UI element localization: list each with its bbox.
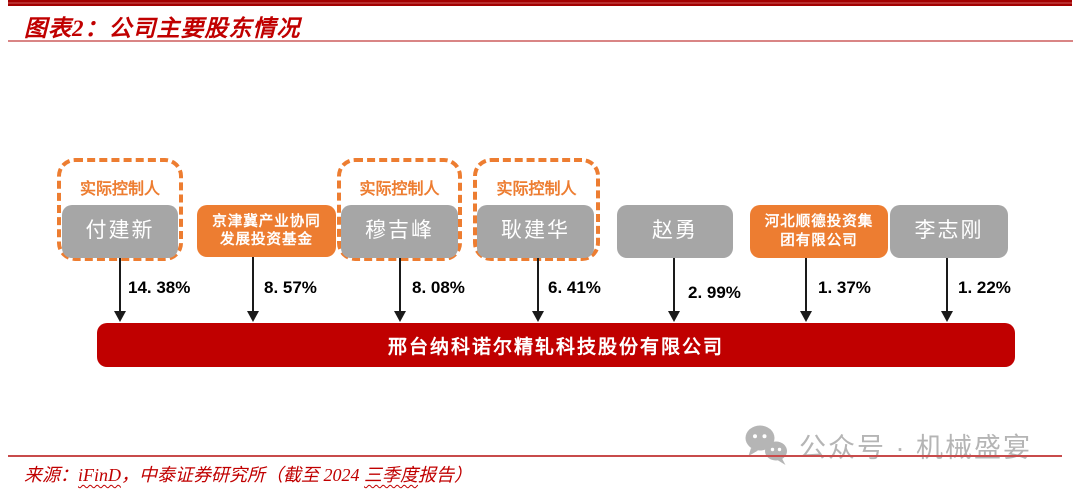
pct-label-fujianxin: 14. 38% xyxy=(128,278,191,297)
figure-title: 图表2：公司主要股东情况 xyxy=(24,16,301,41)
shareholder-name: 付建新 xyxy=(85,219,155,243)
shareholder-box-lizhigang: 李志刚 xyxy=(890,205,1008,258)
arrow-down-icon xyxy=(668,311,680,322)
connector-line xyxy=(805,258,807,312)
arrow-down-icon xyxy=(247,311,259,322)
pct-label-jingjinji-fund: 8. 57% xyxy=(264,278,317,297)
connector-line xyxy=(673,258,675,312)
connector-line xyxy=(946,258,948,312)
title-divider xyxy=(8,40,1073,42)
wechat-icon xyxy=(745,425,787,465)
shareholder-box-fujianxin: 付建新 xyxy=(62,205,178,258)
pct-label-mujifeng: 8. 08% xyxy=(412,278,465,297)
shareholder-box-jingjinji-fund: 京津冀产业协同 发展投资基金 xyxy=(197,205,336,257)
shareholder-name: 穆吉峰 xyxy=(365,219,434,243)
connector-line xyxy=(399,258,401,312)
top-divider xyxy=(8,0,1072,6)
source-tool: iFinD xyxy=(78,465,121,485)
shareholder-box-gengjianhua: 耿建华 xyxy=(477,205,594,258)
source-middle: ，中泰证券研究所（截至 2024 xyxy=(121,465,364,485)
shareholder-name-line1: 河北顺德投资集 xyxy=(764,214,874,231)
shareholder-name: 李志刚 xyxy=(914,219,984,243)
pct-label-zhaoyong: 2. 99% xyxy=(688,283,741,302)
footer-divider xyxy=(8,455,1062,457)
controller-label: 实际控制人 xyxy=(79,181,160,198)
arrow-down-icon xyxy=(532,311,544,322)
shareholder-name: 赵勇 xyxy=(652,219,698,243)
source-note: 来源：iFinD，中泰证券研究所（截至 2024 三季度报告） xyxy=(24,461,472,487)
watermark-text: 公众号 · 机械盛宴 xyxy=(799,432,1032,463)
company-name: 邢台纳科诺尔精轧科技股份有限公司 xyxy=(387,336,724,358)
shareholder-name: 耿建华 xyxy=(501,219,570,243)
shareholder-box-hebeishunde: 河北顺德投资集 团有限公司 xyxy=(750,205,888,258)
shareholder-box-zhaoyong: 赵勇 xyxy=(617,205,733,258)
connector-line xyxy=(537,258,539,312)
watermark: 公众号 · 机械盛宴 xyxy=(743,424,1032,466)
source-suffix: 报告） xyxy=(418,465,472,485)
controller-label: 实际控制人 xyxy=(496,181,577,198)
pct-label-lizhigang: 1. 22% xyxy=(958,278,1011,297)
company-bar: 邢台纳科诺尔精轧科技股份有限公司 xyxy=(97,323,1015,367)
arrow-down-icon xyxy=(941,311,953,322)
source-period: 三季度 xyxy=(364,465,418,485)
arrow-down-icon xyxy=(394,311,406,322)
pct-label-hebeishunde: 1. 37% xyxy=(818,278,871,297)
shareholder-name-line2: 团有限公司 xyxy=(780,232,858,249)
controller-frame-gengjianhua: 实际控制人 xyxy=(473,158,600,261)
arrow-down-icon xyxy=(114,311,126,322)
shareholder-name-line2: 发展投资基金 xyxy=(220,232,313,248)
connector-line xyxy=(252,257,254,312)
pct-label-gengjianhua: 6. 41% xyxy=(548,278,601,297)
shareholder-name-line1: 京津冀产业协同 xyxy=(212,213,321,230)
controller-label: 实际控制人 xyxy=(359,181,440,198)
source-prefix: 来源： xyxy=(24,465,78,485)
arrow-down-icon xyxy=(800,311,812,322)
shareholder-box-mujifeng: 穆吉峰 xyxy=(341,205,458,258)
connector-line xyxy=(119,258,121,312)
